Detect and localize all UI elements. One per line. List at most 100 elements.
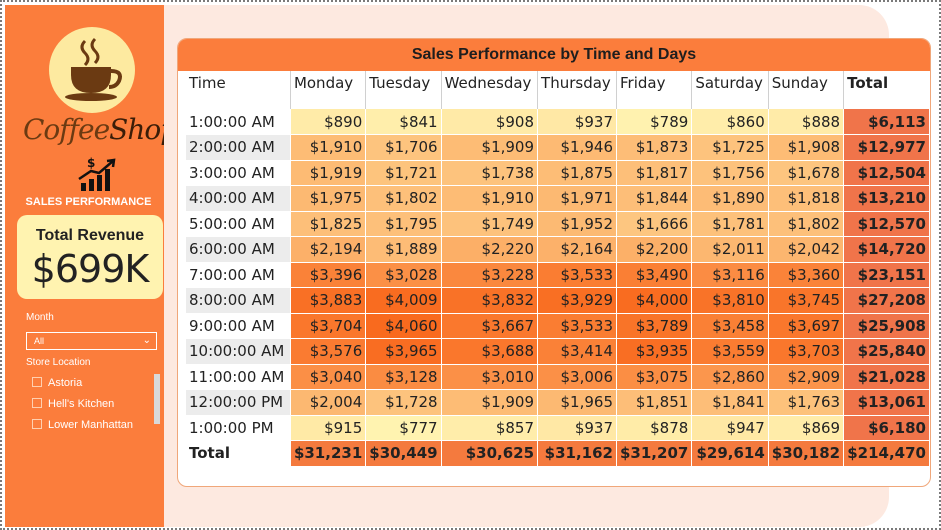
value-cell: $3,810 [691, 287, 769, 314]
row-total-cell: $27,208 [843, 287, 930, 314]
total-row: Total $31,231 $30,449 $30,625 $31,162 $31,207… [186, 440, 930, 467]
value-cell: $1,889 [365, 236, 442, 263]
total-row-label: Total [186, 440, 291, 467]
month-dropdown[interactable]: All ⌄ [26, 332, 157, 350]
column-header-wednesday: Wednesday [441, 71, 539, 109]
value-cell: $3,832 [441, 287, 539, 314]
value-cell: $1,763 [768, 389, 845, 416]
value-cell: $3,703 [768, 338, 845, 365]
column-header-monday: Monday [290, 71, 367, 109]
column-header-total: Total [847, 74, 889, 92]
column-header-friday: Friday [616, 71, 693, 109]
value-cell: $1,721 [365, 160, 442, 186]
value-cell: $3,697 [768, 313, 845, 339]
table-row: 4:00:00 AM $1,975 $1,802 $1,910 $1,971 $1,844… [186, 185, 930, 212]
value-cell: $2,194 [290, 236, 367, 263]
row-header-time: 2:00:00 AM [186, 134, 291, 161]
value-cell: $1,802 [365, 185, 442, 212]
value-cell: $3,789 [616, 313, 693, 339]
value-cell: $1,909 [441, 134, 539, 161]
checkbox-icon[interactable] [32, 398, 42, 408]
value-cell: $1,678 [768, 160, 845, 186]
value-cell: $1,946 [537, 134, 617, 161]
value-cell: $1,910 [290, 134, 367, 161]
value-cell: $4,009 [365, 287, 442, 314]
column-header-saturday: Saturday [691, 71, 769, 109]
value-cell: $908 [441, 109, 539, 135]
value-cell: $3,533 [537, 262, 617, 288]
value-cell: $1,728 [365, 389, 442, 416]
value-cell: $3,006 [537, 364, 617, 390]
value-cell: $1,725 [691, 134, 769, 161]
column-header-time: Time [186, 71, 291, 109]
value-cell: $1,756 [691, 160, 769, 186]
checkbox-icon[interactable] [32, 419, 42, 429]
value-cell: $1,844 [616, 185, 693, 212]
value-cell: $1,971 [537, 185, 617, 212]
month-selected-value: All [34, 336, 45, 346]
value-cell: $2,220 [441, 236, 539, 263]
value-cell: $1,875 [537, 160, 617, 186]
value-cell: $1,825 [290, 211, 367, 237]
value-cell: $3,965 [365, 338, 442, 365]
table-row: 1:00:00 PM $915 $777 $857 $937 $878 $947 $869 $6… [186, 415, 930, 441]
value-cell: $789 [616, 109, 693, 135]
table-row: 9:00:00 AM $3,704 $4,060 $3,667 $3,533 $3,789… [186, 313, 930, 339]
column-header-tuesday: Tuesday [365, 71, 442, 109]
row-total-cell: $13,061 [843, 389, 930, 416]
row-total-cell: $12,504 [843, 160, 930, 186]
value-cell: $3,360 [768, 262, 845, 288]
matrix-body: 1:00:00 AM $890 $841 $908 $937 $789 $860 $888 $6… [186, 109, 930, 467]
value-cell: $3,128 [365, 364, 442, 390]
total-revenue-card: Total Revenue $699K [17, 215, 163, 299]
value-cell: $4,000 [616, 287, 693, 314]
row-total-cell: $6,180 [843, 415, 930, 441]
value-cell: $2,860 [691, 364, 769, 390]
column-header-thursday: Thursday [537, 71, 617, 109]
table-row: 12:00:00 PM $2,004 $1,728 $1,909 $1,965 $1,85… [186, 389, 930, 416]
value-cell: $3,116 [691, 262, 769, 288]
value-cell: $1,738 [441, 160, 539, 186]
location-option-lower-manhattan[interactable]: Lower Manhattan [32, 419, 133, 431]
location-option-astoria[interactable]: Astoria [32, 377, 82, 389]
value-cell: $857 [441, 415, 539, 441]
matrix-title: Sales Performance by Time and Days [178, 39, 930, 71]
table-row: 7:00:00 AM $3,396 $3,028 $3,228 $3,533 $3,490… [186, 262, 930, 288]
row-header-time: 10:00:00 AM [186, 338, 291, 365]
row-header-time: 1:00:00 AM [186, 109, 291, 135]
value-cell: $3,396 [290, 262, 367, 288]
value-cell: $3,704 [290, 313, 367, 339]
location-option-hells-kitchen[interactable]: Hell's Kitchen [32, 398, 114, 410]
column-total-cell: $30,625 [441, 440, 539, 467]
value-cell: $1,952 [537, 211, 617, 237]
value-cell: $1,666 [616, 211, 693, 237]
column-total-cell: $31,207 [616, 440, 693, 467]
value-cell: $3,040 [290, 364, 367, 390]
value-cell: $1,910 [441, 185, 539, 212]
row-total-cell: $13,210 [843, 185, 930, 212]
value-cell: $1,975 [290, 185, 367, 212]
sales-chart-icon: $ [77, 155, 117, 198]
location-list-scrollbar[interactable] [154, 374, 160, 424]
value-cell: $3,010 [441, 364, 539, 390]
checkbox-icon[interactable] [32, 377, 42, 387]
value-cell: $1,873 [616, 134, 693, 161]
value-cell: $947 [691, 415, 769, 441]
value-cell: $3,559 [691, 338, 769, 365]
row-header-time: 4:00:00 AM [186, 185, 291, 212]
row-total-cell: $23,151 [843, 262, 930, 288]
matrix-header-row: Time Monday Tuesday Wednesday Thursday Friday… [186, 71, 930, 109]
row-total-cell: $12,570 [843, 211, 930, 237]
value-cell: $3,533 [537, 313, 617, 339]
value-cell: $3,883 [290, 287, 367, 314]
row-header-time: 8:00:00 AM [186, 287, 291, 314]
value-cell: $937 [537, 415, 617, 441]
coffee-cup-logo [49, 27, 135, 113]
column-total-cell: $29,614 [691, 440, 769, 467]
value-cell: $860 [691, 109, 769, 135]
row-header-time: 3:00:00 AM [186, 160, 291, 186]
row-header-time: 1:00:00 PM [186, 415, 291, 441]
value-cell: $1,818 [768, 185, 845, 212]
coffee-cup-icon [65, 37, 122, 101]
